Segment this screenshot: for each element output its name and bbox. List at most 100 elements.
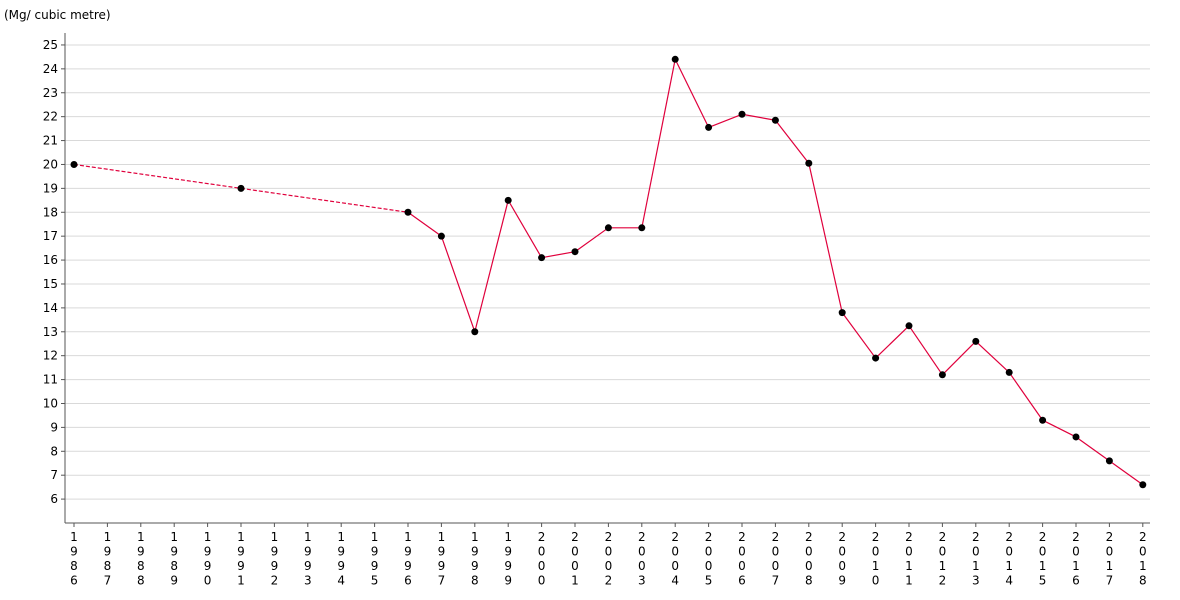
series-segment bbox=[474, 200, 509, 332]
series-segment bbox=[808, 163, 843, 313]
data-point bbox=[404, 208, 412, 216]
y-tick-label: 16 bbox=[43, 253, 58, 267]
data-point bbox=[872, 354, 880, 362]
gridlines bbox=[65, 44, 1150, 500]
y-tick-label: 23 bbox=[43, 86, 58, 100]
y-tick-label: 18 bbox=[43, 205, 58, 219]
data-point bbox=[70, 160, 78, 168]
y-tick-label: 24 bbox=[43, 62, 58, 76]
data-point bbox=[538, 254, 546, 262]
series-segment bbox=[407, 211, 442, 237]
y-tick-label: 10 bbox=[43, 396, 58, 410]
data-point bbox=[1105, 457, 1113, 465]
series-points bbox=[70, 55, 1147, 489]
series-line bbox=[73, 59, 1144, 486]
data-point bbox=[671, 55, 679, 63]
y-tick-label: 17 bbox=[43, 229, 58, 243]
y-tick-label: 22 bbox=[43, 110, 58, 124]
series-segment bbox=[741, 113, 776, 121]
data-point bbox=[738, 110, 746, 118]
data-point bbox=[1072, 433, 1080, 441]
series-segment bbox=[1075, 436, 1110, 462]
axes bbox=[64, 33, 1150, 524]
series-segment bbox=[641, 59, 676, 228]
y-tick-label: 25 bbox=[43, 38, 58, 52]
series-segment bbox=[908, 325, 943, 376]
series-segment bbox=[941, 340, 977, 376]
data-point bbox=[1039, 416, 1047, 424]
y-axis-unit-label: (Mg/ cubic metre) bbox=[4, 8, 111, 22]
series-segment bbox=[708, 113, 743, 128]
y-tick-label: 14 bbox=[43, 301, 58, 315]
data-point bbox=[504, 196, 512, 204]
y-tick-label: 11 bbox=[43, 373, 58, 387]
y-tick-label: 8 bbox=[50, 444, 58, 458]
series-segment bbox=[240, 187, 409, 213]
y-tick-label: 13 bbox=[43, 325, 58, 339]
y-tick-label: 20 bbox=[43, 157, 58, 171]
data-point bbox=[437, 232, 445, 240]
data-point bbox=[705, 123, 713, 131]
series-segment bbox=[73, 163, 242, 189]
series-segment bbox=[541, 251, 576, 259]
data-point bbox=[938, 371, 946, 379]
series-segment bbox=[674, 59, 710, 128]
series-segment bbox=[440, 235, 476, 332]
series-segment bbox=[574, 227, 609, 253]
series-segment bbox=[975, 340, 1010, 373]
y-tick-label: 21 bbox=[43, 134, 58, 148]
series-segment bbox=[507, 200, 543, 258]
data-point bbox=[771, 116, 779, 124]
y-tick-label: 19 bbox=[43, 181, 58, 195]
y-tick-label: 12 bbox=[43, 349, 58, 363]
x-axis-ticks: 1 9 8 6 1 9 8 7 1 9 8 8 1 9 8 9 1 9 9 0 1 9 9 1 1 9 9 2 1 9 9 3 1 9 9 4 1 9 9 5… bbox=[70, 523, 1147, 588]
data-point bbox=[604, 224, 612, 232]
series-segment bbox=[1008, 372, 1044, 421]
series-segment bbox=[1109, 460, 1144, 486]
series-segment bbox=[774, 119, 810, 164]
y-tick-label: 15 bbox=[43, 277, 58, 291]
data-point bbox=[1139, 481, 1147, 489]
data-point bbox=[972, 337, 980, 345]
data-point bbox=[638, 224, 646, 232]
data-point bbox=[905, 322, 913, 330]
y-tick-label: 6 bbox=[50, 492, 58, 506]
series-segment bbox=[1042, 419, 1077, 438]
data-point bbox=[1005, 368, 1013, 376]
y-tick-label: 9 bbox=[50, 420, 58, 434]
data-point bbox=[237, 184, 245, 192]
series-segment bbox=[875, 325, 910, 359]
data-point bbox=[838, 309, 846, 317]
